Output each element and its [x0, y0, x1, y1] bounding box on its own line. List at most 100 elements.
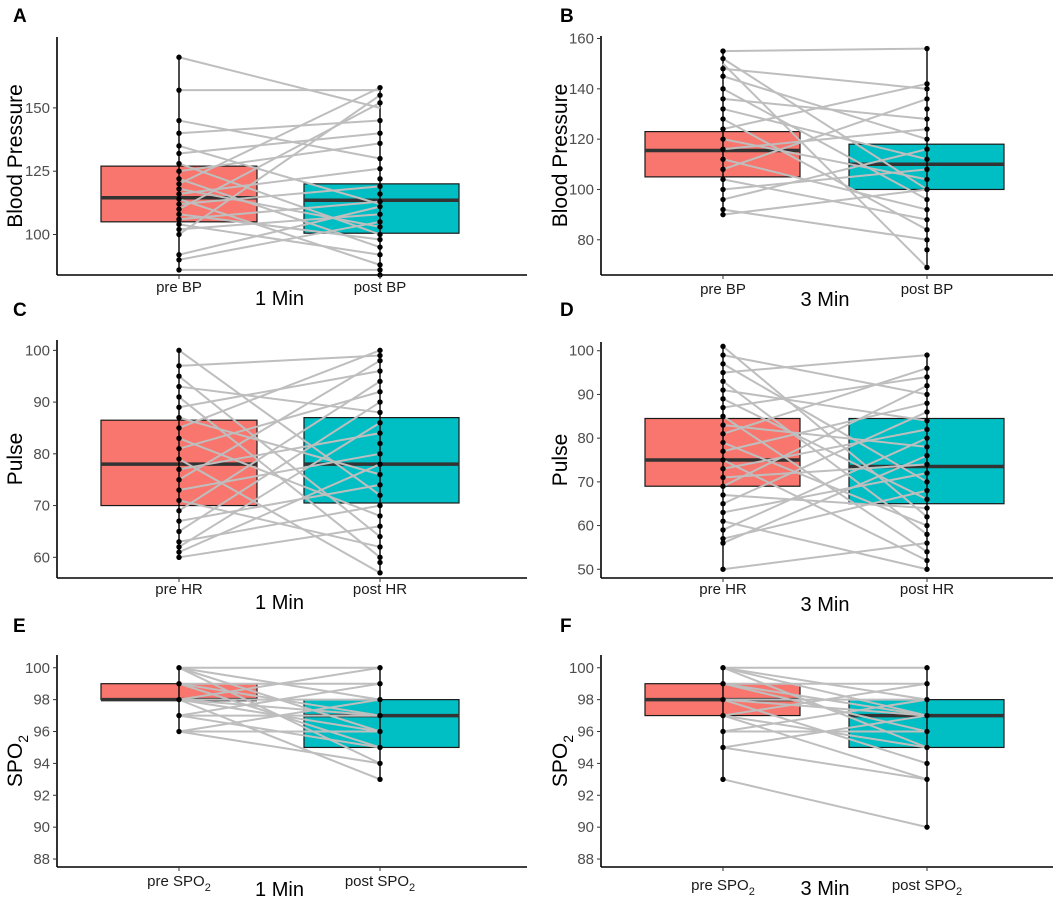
- pre-point: [720, 86, 726, 92]
- paired-line: [722, 75, 928, 141]
- paired-line: [722, 698, 928, 733]
- x-axis-title: 3 Min: [801, 594, 850, 616]
- y-tick-label: 100: [569, 181, 594, 198]
- post-point: [924, 409, 930, 415]
- post-point: [924, 461, 930, 468]
- paired-line: [178, 375, 381, 538]
- post-point: [377, 236, 383, 243]
- paired-line: [178, 432, 381, 471]
- y-tick-label: 50: [577, 561, 594, 578]
- paired-line: [178, 666, 381, 701]
- paired-line: [722, 411, 928, 505]
- y-tick-label: 94: [33, 755, 50, 772]
- post-point: [924, 186, 930, 193]
- pre-point: [720, 369, 726, 376]
- post-point: [924, 166, 930, 173]
- pre-point: [720, 176, 726, 183]
- paired-line: [722, 128, 928, 151]
- post-point: [924, 426, 930, 433]
- paired-line: [722, 454, 928, 544]
- pre-point: [720, 457, 726, 463]
- y-axis-title: Pulse: [549, 434, 572, 487]
- post-point: [377, 492, 383, 498]
- pre-point: [176, 539, 182, 545]
- pre-point: [176, 231, 182, 238]
- pre-point: [720, 744, 726, 751]
- pre-point: [720, 527, 726, 533]
- x-axis-title: 3 Min: [801, 289, 850, 311]
- panel-e: E 88 90 92 94 96 98 100 pre SPO2 post SPO2 1 Min SP…: [4, 616, 527, 899]
- paired-line: [178, 144, 381, 206]
- post-point: [377, 130, 383, 136]
- pre-point: [720, 474, 726, 481]
- post-point: [924, 824, 930, 830]
- post-point: [377, 100, 383, 106]
- post-point: [924, 487, 930, 494]
- post-point: [924, 136, 930, 142]
- paired-line: [722, 472, 928, 514]
- y-tick-label: 90: [33, 394, 50, 411]
- pre-point: [176, 544, 182, 550]
- pre-point: [720, 396, 726, 402]
- y-tick-label: 92: [33, 787, 50, 804]
- post-point: [377, 554, 383, 561]
- post-point: [377, 117, 383, 124]
- paired-line: [178, 730, 381, 765]
- pre-point: [720, 501, 726, 507]
- post-point: [924, 479, 930, 485]
- post-point: [924, 505, 930, 511]
- post-point: [377, 482, 383, 488]
- post-point: [924, 540, 930, 546]
- post-point: [924, 264, 930, 271]
- post-point: [924, 665, 930, 671]
- post-point: [924, 417, 930, 424]
- paired-line: [178, 213, 381, 231]
- pre-point: [176, 201, 182, 207]
- y-tick-label: 120: [569, 131, 594, 148]
- pre-point: [720, 126, 726, 132]
- y-tick-label: 160: [569, 31, 594, 48]
- post-point: [924, 106, 930, 112]
- pre-point: [176, 211, 182, 217]
- pre-point: [176, 476, 182, 483]
- paired-line: [722, 459, 928, 562]
- post-point: [924, 146, 930, 152]
- paired-line: [722, 489, 928, 540]
- y-tick-label: 90: [577, 819, 594, 836]
- paired-line: [178, 698, 381, 781]
- pre-point: [176, 347, 182, 354]
- pre-point: [176, 554, 182, 561]
- post-point: [377, 155, 383, 162]
- pre-point: [720, 387, 726, 393]
- post-point: [924, 760, 930, 767]
- paired-line: [722, 367, 928, 435]
- post-point: [924, 116, 930, 122]
- y-tick-label: 90: [33, 819, 50, 836]
- pre-point: [176, 130, 182, 136]
- pre-point: [176, 176, 182, 182]
- y-tick-label: 70: [577, 474, 594, 491]
- post-point: [377, 559, 383, 566]
- pre-point: [720, 696, 726, 703]
- pre-point: [176, 160, 182, 167]
- post-point: [924, 156, 930, 162]
- pre-point: [176, 87, 182, 93]
- post-point: [924, 86, 930, 92]
- y-tick-label: 88: [577, 851, 594, 868]
- pre-point: [176, 487, 182, 493]
- post-point: [924, 696, 930, 703]
- y-tick-label: 100: [25, 226, 50, 243]
- y-tick-label: 92: [577, 787, 594, 804]
- paired-line: [178, 162, 381, 236]
- pre-point: [720, 448, 726, 454]
- y-tick-label: 100: [569, 660, 594, 677]
- paired-line: [178, 698, 381, 717]
- pre-point: [176, 191, 182, 197]
- pre-point: [176, 383, 182, 390]
- post-point: [924, 444, 930, 450]
- post-point: [924, 531, 930, 537]
- post-point: [377, 760, 383, 767]
- y-tick-label: 70: [33, 498, 50, 515]
- post-point: [924, 549, 930, 555]
- post-point: [377, 244, 383, 250]
